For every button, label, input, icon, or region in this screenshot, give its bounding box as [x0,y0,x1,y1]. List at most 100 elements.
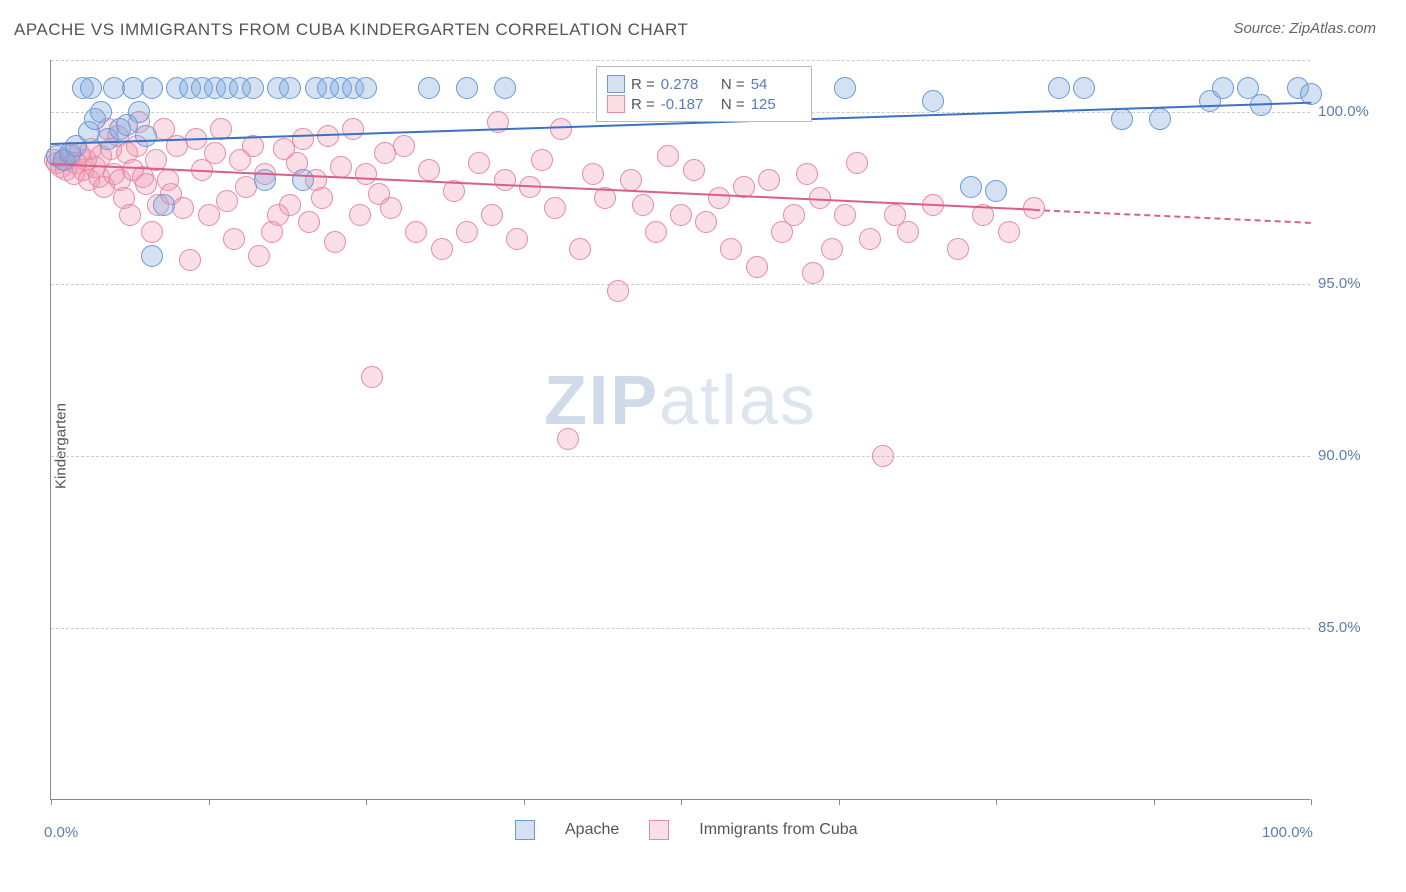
data-point-cuba [657,145,679,167]
stats-n-label: N = [717,96,745,113]
watermark-zip: ZIP [544,361,659,439]
data-point-apache [1212,77,1234,99]
data-point-cuba [172,197,194,219]
data-point-cuba [569,238,591,260]
stats-legend: R = 0.278 N = 54 R = -0.187 N = 125 [596,66,812,122]
data-point-cuba [405,221,427,243]
data-point-apache [355,77,377,99]
stats-swatch-cuba [607,95,625,113]
data-point-cuba [204,142,226,164]
data-point-cuba [632,194,654,216]
data-point-cuba [872,445,894,467]
data-point-cuba [223,228,245,250]
stats-n-value-cuba: 125 [751,96,801,113]
stats-r-value-cuba: -0.187 [661,96,711,113]
watermark-atlas: atlas [659,361,817,439]
gridline [51,628,1310,629]
stats-row-apache: R =0.278 N =54 [607,75,801,93]
data-point-cuba [119,204,141,226]
data-point-cuba [179,249,201,271]
x-tick-label: 100.0% [1262,824,1313,841]
data-point-apache [279,77,301,99]
data-point-cuba [821,238,843,260]
data-point-cuba [431,238,453,260]
data-point-cuba [544,197,566,219]
data-point-cuba [456,221,478,243]
stats-r-value-apache: 0.278 [661,76,711,93]
data-point-apache [494,77,516,99]
data-point-apache [1048,77,1070,99]
data-point-cuba [349,204,371,226]
data-point-cuba [393,135,415,157]
data-point-cuba [897,221,919,243]
data-point-cuba [683,159,705,181]
y-tick-label: 95.0% [1318,275,1361,292]
stats-swatch-apache [607,75,625,93]
x-tick [1311,799,1312,805]
data-point-cuba [802,262,824,284]
data-point-apache [292,169,314,191]
scatter-plot-area: ZIPatlas R = 0.278 N = 54 R = -0.187 N = 125 [50,60,1310,800]
x-tick [839,799,840,805]
data-point-cuba [796,163,818,185]
stats-row-cuba: R = -0.187 N = 125 [607,95,801,113]
data-point-cuba [330,156,352,178]
data-point-cuba [557,428,579,450]
data-point-apache [985,180,1007,202]
data-point-apache [90,101,112,123]
data-point-cuba [695,211,717,233]
gridline [51,284,1310,285]
legend-swatch-cuba [649,820,669,840]
data-point-cuba [141,221,163,243]
x-tick [996,799,997,805]
data-point-cuba [708,187,730,209]
data-point-apache [242,77,264,99]
trend-line-cuba [1034,209,1311,224]
gridline [51,456,1310,457]
data-point-apache [1111,108,1133,130]
x-tick [681,799,682,805]
data-point-cuba [298,211,320,233]
data-point-apache [80,77,102,99]
data-point-cuba [418,159,440,181]
stats-n-value-apache: 54 [751,76,801,93]
data-point-apache [834,77,856,99]
data-point-cuba [720,238,742,260]
data-point-cuba [494,169,516,191]
data-point-cuba [292,128,314,150]
data-point-cuba [506,228,528,250]
data-point-cuba [607,280,629,302]
data-point-apache [922,90,944,112]
watermark: ZIPatlas [544,360,817,440]
data-point-apache [418,77,440,99]
data-point-cuba [783,204,805,226]
data-point-cuba [859,228,881,250]
stats-r-label: R = [631,76,655,93]
x-tick [209,799,210,805]
data-point-apache [456,77,478,99]
data-point-cuba [645,221,667,243]
data-point-cuba [361,366,383,388]
x-tick [366,799,367,805]
data-point-cuba [834,204,856,226]
data-point-cuba [198,204,220,226]
data-point-apache [1073,77,1095,99]
data-point-cuba [481,204,503,226]
data-point-cuba [279,194,301,216]
legend-label-cuba: Immigrants from Cuba [699,821,857,839]
data-point-cuba [468,152,490,174]
stats-r-label: R = [631,96,655,113]
chart-title: APACHE VS IMMIGRANTS FROM CUBA KINDERGAR… [14,20,688,40]
data-point-apache [128,101,150,123]
data-point-cuba [746,256,768,278]
y-tick-label: 100.0% [1318,103,1369,120]
data-point-cuba [998,221,1020,243]
data-point-cuba [355,163,377,185]
source-label: Source: ZipAtlas.com [1233,20,1376,37]
y-tick-label: 85.0% [1318,619,1361,636]
data-point-cuba [380,197,402,219]
data-point-cuba [216,190,238,212]
legend-label-apache: Apache [565,821,619,839]
data-point-apache [135,125,157,147]
x-tick [1154,799,1155,805]
